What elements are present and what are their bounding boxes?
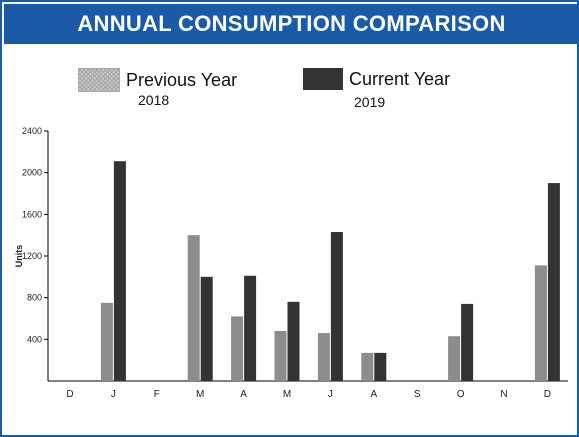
bar-previous-year [100, 302, 113, 381]
bar-current-year [244, 275, 257, 381]
bar-previous-year [274, 331, 287, 381]
bar-current-year [287, 301, 300, 381]
bar-current-year [461, 303, 474, 381]
legend-current-label: Current Year [349, 68, 451, 89]
bar-current-year [113, 161, 126, 381]
legend-previous: Previous Year [78, 68, 237, 92]
x-tick-label: J [111, 389, 116, 400]
bar-previous-year [361, 352, 374, 381]
bar-current-year [374, 352, 387, 381]
x-tick-label: O [457, 389, 465, 400]
chart-title: ANNUAL CONSUMPTION COMPARISON [4, 4, 579, 44]
y-tick-label: 800 [27, 293, 42, 303]
x-tick-label: A [370, 389, 377, 400]
bar-previous-year [231, 316, 244, 381]
legend-current-year: 2019 [354, 94, 386, 110]
y-axis-label: Units [14, 245, 24, 268]
y-tick-label: 400 [27, 334, 42, 344]
y-tick-label: 2400 [22, 126, 42, 136]
bar-previous-year [187, 235, 200, 381]
x-tick-label: S [414, 389, 421, 400]
x-tick-label: M [283, 389, 291, 400]
bar-previous-year [534, 265, 547, 381]
y-tick-label: 2000 [22, 168, 42, 178]
legend-current: Current Year [303, 68, 450, 90]
legend-current-swatch [303, 68, 343, 90]
x-tick-label: N [500, 389, 507, 400]
legend-previous-label: Previous Year [126, 69, 238, 90]
bar-current-year [547, 183, 560, 381]
x-tick-label: A [240, 389, 247, 400]
bar-current-year [330, 232, 343, 381]
bar-current-year [200, 276, 213, 381]
x-tick-label: F [154, 389, 160, 400]
legend-previous-swatch [78, 68, 120, 92]
y-tick-label: 1200 [22, 251, 42, 261]
bar-previous-year [317, 333, 330, 381]
legend-previous-year: 2018 [138, 92, 170, 108]
x-tick-label: M [196, 389, 204, 400]
y-tick-label: 1600 [22, 209, 42, 219]
x-tick-label: D [544, 389, 551, 400]
x-tick-label: D [66, 389, 73, 400]
x-tick-label: J [328, 389, 333, 400]
bar-previous-year [448, 336, 461, 381]
